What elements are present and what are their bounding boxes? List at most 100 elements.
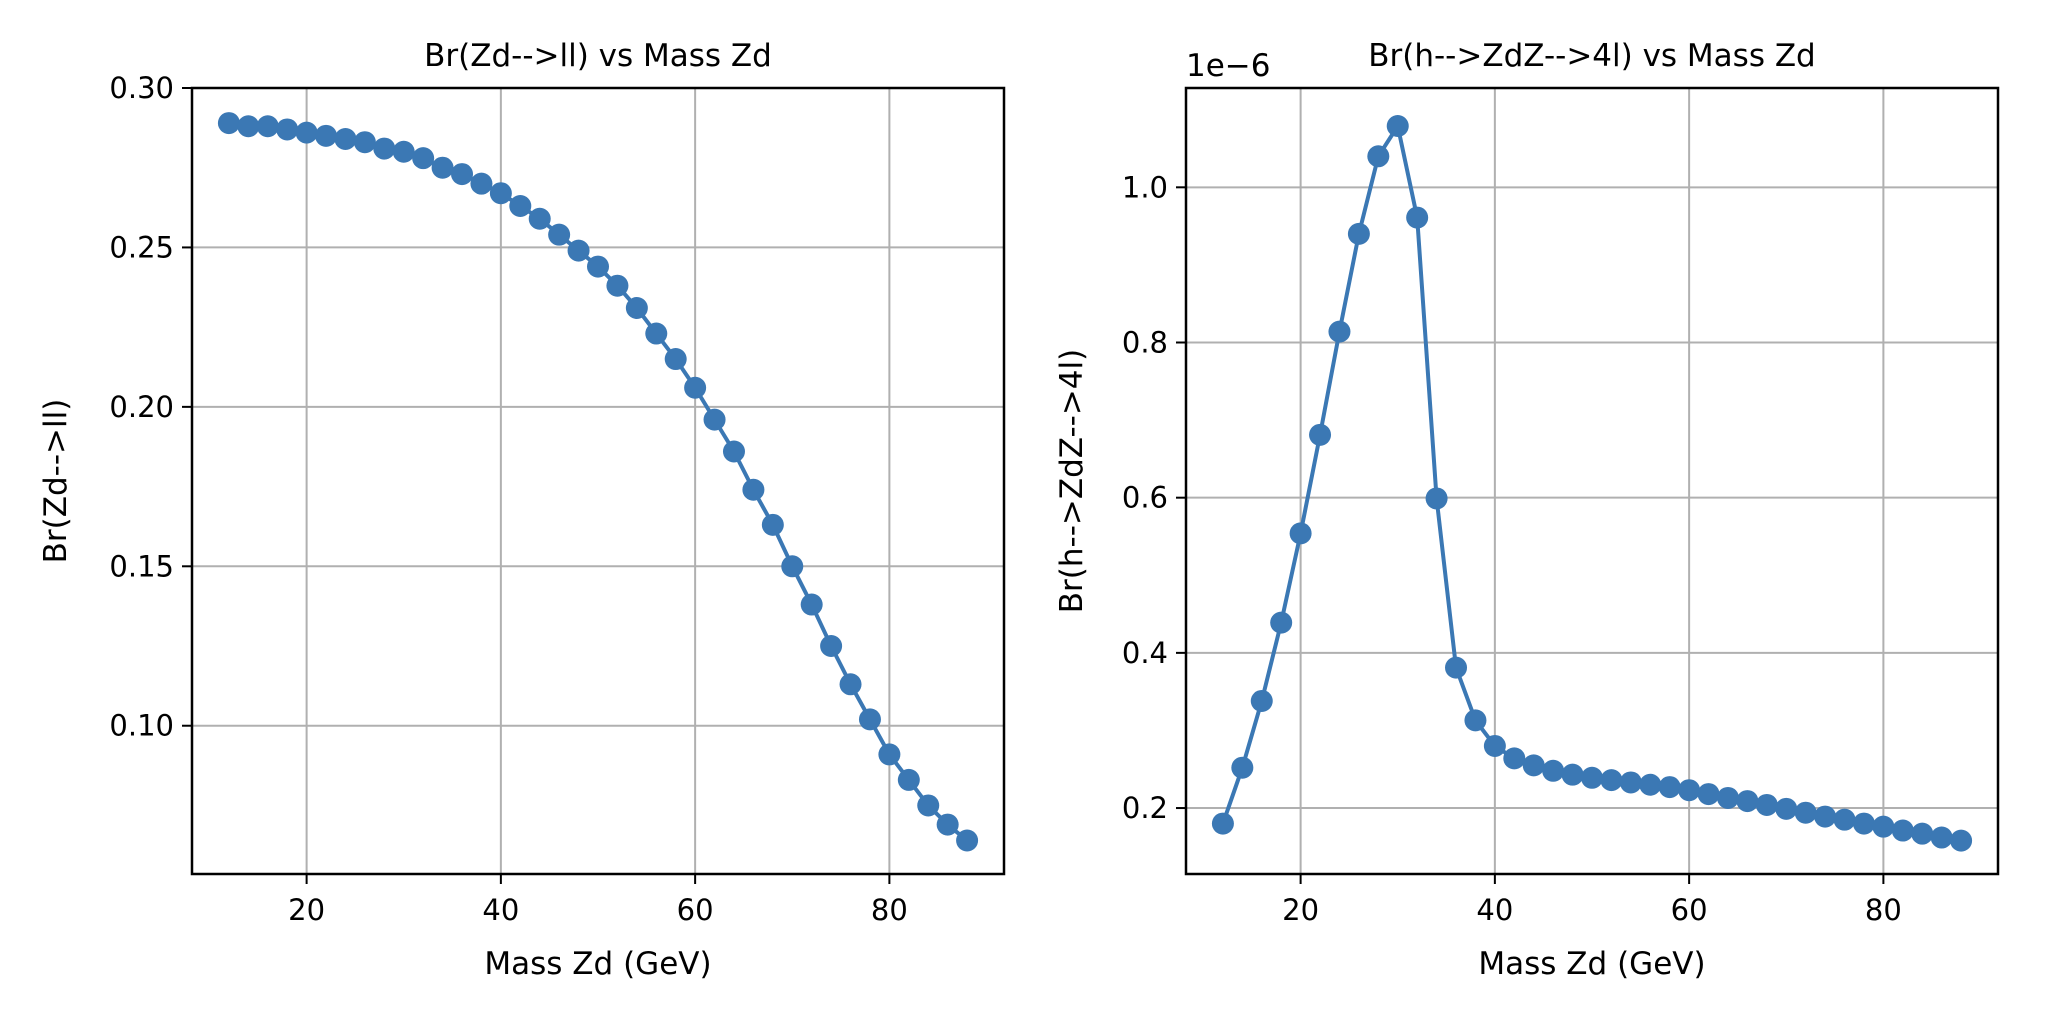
chart-right-series-line [1221, 124, 1962, 843]
chart-right-data-point [1755, 793, 1778, 816]
chart-left-data-point [587, 255, 609, 278]
chart-left-data-point [451, 163, 474, 186]
chart-right-data-point [1347, 222, 1370, 245]
chart-left-ytick-label: 0.25 [109, 230, 174, 264]
chart-left-data-point [237, 115, 260, 138]
chart-right-data-point [1309, 423, 1332, 446]
chart-right-data-point [1542, 759, 1565, 782]
chart-right-data-point [1794, 801, 1817, 824]
chart-left-data-point [509, 194, 532, 217]
chart-left-xtick-label: 60 [677, 893, 714, 927]
chart-left-data-point [742, 478, 765, 501]
chart-right-data-point [1891, 819, 1914, 842]
chart-right-data-point [1950, 829, 1973, 852]
chart-left-data-point [334, 128, 357, 151]
chart-left-data-point [664, 348, 687, 371]
chart-left-data-point [820, 635, 843, 658]
chart-right-ytick-label: 0.8 [1122, 325, 1168, 359]
chart-left-data-point [431, 156, 454, 179]
chart-right-data-point [1503, 747, 1526, 770]
chart-right-xtick-label: 40 [1476, 893, 1513, 927]
chart-right-data-point [1775, 797, 1798, 820]
chart-right-data-point [1211, 812, 1234, 835]
chart-right-data-point [1716, 786, 1739, 809]
chart-left-xlabel: Mass Zd (GeV) [484, 946, 711, 982]
chart-right-data-point [1872, 815, 1895, 838]
chart-left-axes-frame [190, 86, 1006, 876]
chart-left-data-point [936, 813, 959, 836]
chart-left-data-point [567, 239, 590, 262]
chart-right-data-point [1619, 771, 1642, 794]
chart-left-data-point [839, 673, 862, 696]
chart-right-data-point [1483, 734, 1506, 757]
chart-left-ytick-label: 0.10 [109, 709, 174, 743]
chart-left-ylabel: Br(Zd-->ll) [38, 399, 74, 564]
chart-right-data-point [1697, 783, 1720, 806]
chart-left-data-point [217, 112, 240, 135]
chart-left-data-point [781, 555, 804, 578]
chart-left-data-point [722, 440, 745, 463]
chart-left-data-point [858, 708, 881, 731]
chart-left-ytick-label: 0.20 [109, 390, 174, 424]
chart-right-data-point [1522, 754, 1545, 777]
chart-right-xlabel: Mass Zd (GeV) [1478, 946, 1705, 982]
chart-right-data-point [1445, 656, 1468, 679]
chart-left-xtick-label: 20 [288, 893, 325, 927]
chart-right-ylabel: Br(h-->ZdZ-->4l) [1054, 349, 1090, 613]
chart-left-data-point [295, 121, 318, 144]
chart-right-xtick-label: 20 [1282, 893, 1319, 927]
chart-left-data-point [412, 147, 435, 170]
chart-left-data-point [684, 376, 707, 399]
chart-right-data-point [1736, 790, 1759, 813]
chart-right-data-point [1250, 689, 1273, 712]
chart-left-ytick-label: 0.30 [109, 71, 174, 105]
chart-left-data-point [956, 829, 979, 852]
chart-right-data-point [1930, 826, 1953, 849]
chart-left-xtick-label: 80 [871, 893, 908, 927]
chart-right-data-point [1658, 776, 1681, 799]
chart-right-ytick-label: 0.6 [1122, 481, 1168, 515]
chart-right-xtick-label: 60 [1671, 893, 1708, 927]
chart-right-data-point [1367, 145, 1390, 168]
chart-right-data-point [1639, 773, 1662, 796]
chart-right-xtick-label: 80 [1865, 893, 1902, 927]
chart-left-data-point [917, 794, 940, 817]
chart-right-data-point [1406, 206, 1429, 229]
chart-right-data-point [1425, 487, 1448, 510]
chart-left-data-point [489, 182, 512, 205]
chart-right-data-point [1852, 812, 1875, 835]
chart-right-data-point [1328, 320, 1351, 343]
chart-left-data-point [548, 223, 571, 246]
chart-left-series-line [228, 121, 969, 843]
chart-left-data-point [392, 140, 415, 163]
chart-left-xtick-label: 40 [482, 893, 519, 927]
chart-right-data-point [1833, 808, 1856, 831]
chart-left-data-point [761, 513, 784, 536]
chart-left-data-point [470, 172, 493, 195]
chart-left-data-point [373, 137, 396, 160]
chart-right-data-point [1581, 766, 1603, 789]
chart-right: Br(h-->ZdZ-->4l) vs Mass Zd Mass Zd (GeV… [1054, 38, 2000, 982]
chart-right-ytick-label: 0.4 [1122, 636, 1168, 670]
chart-right-ytick-label: 0.2 [1122, 791, 1168, 825]
chart-right-data-point [1231, 756, 1254, 779]
chart-right-offset-label: 1e−6 [1186, 48, 1271, 84]
chart-right-data-point [1386, 115, 1409, 138]
chart-right-axes-frame [1184, 86, 2000, 876]
chart-left-title: Br(Zd-->ll) vs Mass Zd [424, 38, 772, 74]
chart-right-data-point [1561, 763, 1584, 786]
chart-left-data-point [528, 207, 551, 230]
chart-left-data-point [256, 115, 279, 138]
chart-right-data-point [1814, 805, 1837, 828]
chart-right-title: Br(h-->ZdZ-->4l) vs Mass Zd [1368, 38, 1816, 74]
chart-right-data-point [1600, 769, 1623, 792]
chart-left-data-point [878, 743, 901, 766]
chart-left-data-point [625, 297, 648, 320]
chart-right-data-point [1289, 522, 1312, 545]
chart-left-data-point [353, 131, 376, 154]
chart-right-ytick-label: 1.0 [1122, 170, 1168, 204]
chart-left-ytick-label: 0.15 [109, 549, 174, 583]
chart-left-data-point [800, 593, 823, 616]
chart-right-data-point [1270, 611, 1293, 634]
